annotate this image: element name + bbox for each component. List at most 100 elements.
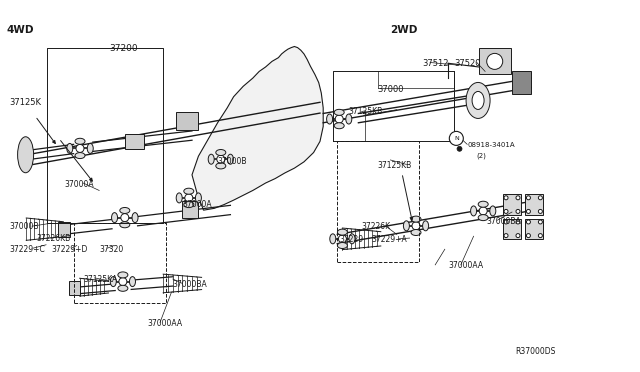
Ellipse shape — [411, 216, 421, 222]
Circle shape — [527, 234, 531, 238]
Bar — [479, 48, 511, 74]
Circle shape — [335, 115, 343, 123]
Ellipse shape — [75, 138, 85, 144]
Ellipse shape — [337, 229, 348, 235]
Circle shape — [538, 220, 542, 224]
Ellipse shape — [490, 206, 496, 216]
Ellipse shape — [346, 114, 352, 124]
Ellipse shape — [18, 137, 34, 173]
Circle shape — [527, 196, 531, 200]
Text: 37125KA: 37125KA — [83, 275, 118, 283]
Ellipse shape — [87, 144, 93, 153]
Circle shape — [504, 220, 508, 224]
Ellipse shape — [216, 150, 226, 155]
Polygon shape — [192, 46, 323, 210]
Ellipse shape — [349, 234, 355, 244]
Circle shape — [185, 194, 193, 202]
Text: 37320: 37320 — [99, 245, 124, 254]
Text: 37229+D: 37229+D — [51, 245, 88, 254]
Bar — [125, 134, 144, 149]
Circle shape — [538, 209, 542, 214]
Ellipse shape — [132, 213, 138, 222]
Text: 37512: 37512 — [422, 59, 449, 68]
Text: 4WD: 4WD — [6, 25, 34, 35]
Bar — [176, 112, 198, 130]
Circle shape — [504, 196, 508, 200]
Ellipse shape — [472, 92, 484, 109]
Ellipse shape — [227, 154, 234, 164]
Bar — [503, 218, 521, 239]
Circle shape — [339, 235, 346, 243]
Circle shape — [527, 209, 531, 214]
Circle shape — [538, 234, 542, 238]
Text: 37226KB: 37226KB — [36, 234, 71, 243]
Circle shape — [516, 196, 520, 200]
Text: 37000AA: 37000AA — [448, 262, 483, 270]
Circle shape — [527, 220, 531, 224]
Ellipse shape — [184, 188, 194, 194]
Ellipse shape — [411, 230, 421, 235]
Ellipse shape — [184, 202, 194, 208]
Text: 37125KB: 37125KB — [349, 107, 383, 116]
Bar — [512, 71, 531, 94]
Circle shape — [516, 234, 520, 238]
Text: 37229: 37229 — [339, 235, 364, 244]
Circle shape — [121, 214, 129, 222]
Circle shape — [412, 222, 420, 230]
Ellipse shape — [466, 83, 490, 118]
Bar — [525, 218, 543, 239]
Text: 37000B: 37000B — [10, 222, 39, 231]
Text: 37000A: 37000A — [64, 180, 93, 189]
Text: 2WD: 2WD — [390, 25, 418, 35]
Text: 08918-3401A: 08918-3401A — [467, 142, 515, 148]
Ellipse shape — [403, 221, 410, 231]
Text: N: N — [454, 136, 459, 141]
Text: 37000: 37000 — [378, 85, 404, 94]
Bar — [182, 201, 198, 218]
Ellipse shape — [337, 243, 348, 248]
Ellipse shape — [176, 193, 182, 203]
Ellipse shape — [216, 163, 226, 169]
Circle shape — [504, 234, 508, 238]
Text: 37200: 37200 — [109, 44, 138, 53]
Text: 37229+C: 37229+C — [10, 245, 45, 254]
Circle shape — [479, 207, 487, 215]
Ellipse shape — [478, 201, 488, 207]
Bar — [58, 222, 70, 237]
Text: 37125KB: 37125KB — [378, 161, 412, 170]
Text: R37000DS: R37000DS — [515, 347, 556, 356]
Circle shape — [457, 146, 462, 151]
Circle shape — [217, 155, 225, 163]
Text: 37000BA: 37000BA — [173, 280, 207, 289]
Text: 37520: 37520 — [454, 59, 481, 68]
Ellipse shape — [208, 154, 214, 164]
Ellipse shape — [334, 109, 344, 115]
Ellipse shape — [330, 234, 336, 244]
Circle shape — [487, 53, 503, 70]
Ellipse shape — [75, 153, 85, 158]
Ellipse shape — [118, 272, 128, 278]
Ellipse shape — [195, 193, 202, 203]
Circle shape — [504, 209, 508, 214]
Bar — [525, 194, 543, 215]
Bar — [503, 194, 521, 215]
Ellipse shape — [111, 213, 118, 222]
Text: (2): (2) — [477, 153, 486, 160]
Ellipse shape — [478, 215, 488, 221]
Text: 37000B: 37000B — [218, 157, 247, 166]
Circle shape — [76, 144, 84, 153]
Text: 37125K: 37125K — [10, 98, 42, 107]
Ellipse shape — [470, 206, 477, 216]
Ellipse shape — [422, 221, 429, 231]
Circle shape — [538, 196, 542, 200]
Bar — [69, 281, 80, 295]
Text: 37226K: 37226K — [362, 222, 391, 231]
Text: 37000A: 37000A — [182, 200, 212, 209]
Ellipse shape — [129, 277, 136, 286]
Text: 37229+A: 37229+A — [371, 235, 407, 244]
Circle shape — [516, 220, 520, 224]
Text: 37000AA: 37000AA — [147, 319, 182, 328]
Bar — [19, 146, 32, 164]
Ellipse shape — [118, 285, 128, 291]
Text: 37000BA: 37000BA — [486, 217, 521, 226]
